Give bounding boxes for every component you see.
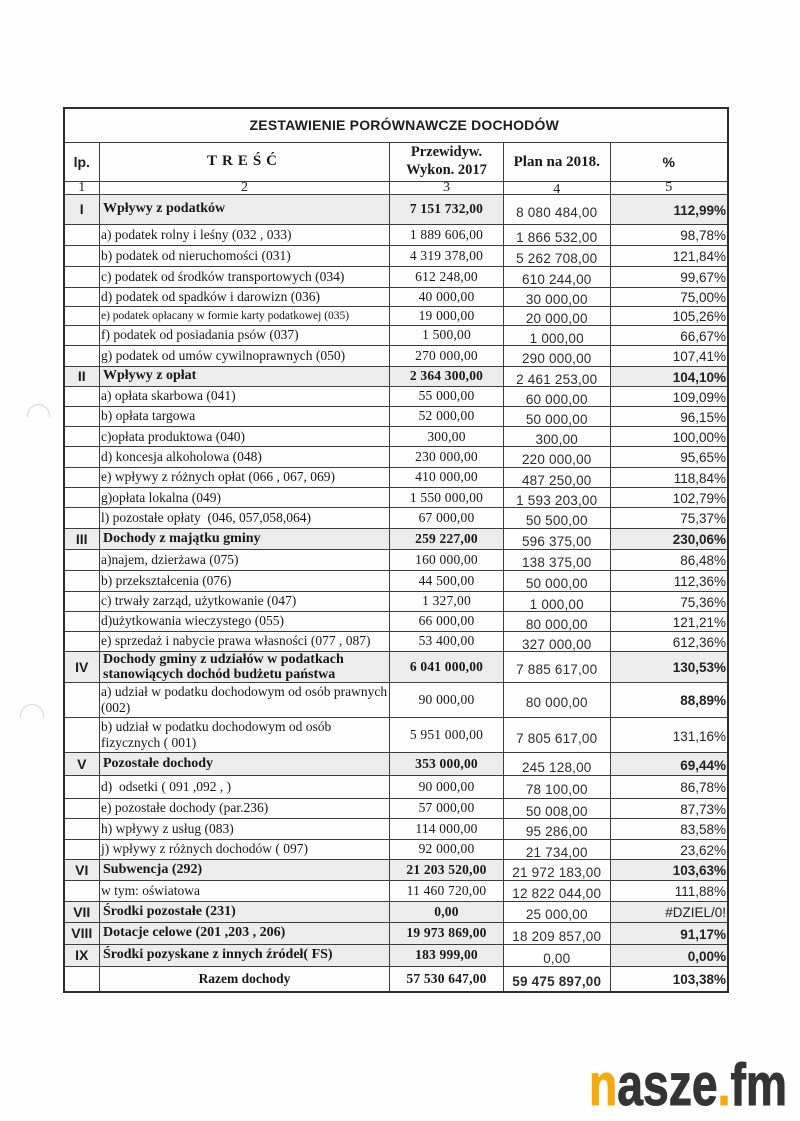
svg-text:nasze.fm: nasze.fm [589, 1052, 787, 1118]
